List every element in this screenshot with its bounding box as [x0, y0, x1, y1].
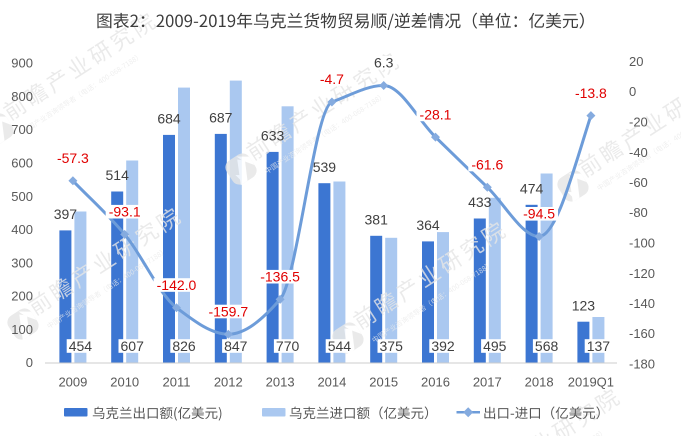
svg-text:-160: -160	[629, 326, 655, 341]
svg-text:-140: -140	[629, 296, 655, 311]
svg-text:400: 400	[11, 222, 33, 237]
svg-text:364: 364	[416, 217, 440, 233]
svg-text:454: 454	[69, 338, 93, 354]
svg-text:-20: -20	[629, 115, 648, 130]
svg-text:2010: 2010	[110, 374, 139, 389]
svg-text:-28.1: -28.1	[420, 106, 452, 122]
svg-text:568: 568	[535, 338, 559, 354]
svg-text:687: 687	[209, 110, 233, 126]
svg-text:200: 200	[11, 289, 33, 304]
svg-text:-142.0: -142.0	[157, 277, 197, 293]
svg-text:392: 392	[431, 338, 455, 354]
svg-text:2009: 2009	[58, 374, 87, 389]
svg-text:495: 495	[483, 338, 507, 354]
svg-text:-94.5: -94.5	[523, 206, 555, 222]
svg-text:-120: -120	[629, 266, 655, 281]
svg-text:684: 684	[157, 111, 181, 127]
svg-text:2019Q1: 2019Q1	[568, 374, 614, 389]
svg-text:514: 514	[106, 167, 130, 183]
svg-text:-60: -60	[629, 175, 648, 190]
svg-text:433: 433	[468, 194, 492, 210]
svg-text:20: 20	[629, 54, 643, 69]
svg-text:-93.1: -93.1	[109, 204, 141, 220]
svg-text:544: 544	[328, 338, 352, 354]
svg-text:381: 381	[365, 212, 389, 228]
svg-text:397: 397	[54, 206, 78, 222]
svg-text:-57.3: -57.3	[57, 150, 89, 166]
svg-text:2011: 2011	[163, 374, 191, 389]
svg-text:900: 900	[11, 56, 33, 71]
svg-text:2015: 2015	[369, 374, 398, 389]
svg-text:539: 539	[313, 159, 337, 175]
svg-text:2017: 2017	[473, 374, 502, 389]
svg-text:2014: 2014	[317, 374, 346, 389]
svg-text:-159.7: -159.7	[208, 303, 248, 319]
svg-text:2013: 2013	[266, 374, 295, 389]
svg-text:-100: -100	[629, 236, 655, 251]
svg-text:-40: -40	[629, 145, 648, 160]
svg-text:500: 500	[11, 189, 33, 204]
svg-text:2016: 2016	[421, 374, 450, 389]
svg-text:375: 375	[380, 338, 404, 354]
svg-text:800: 800	[11, 89, 33, 104]
svg-text:137: 137	[587, 338, 611, 354]
svg-text:300: 300	[11, 255, 33, 270]
svg-text:607: 607	[121, 338, 145, 354]
svg-text:6.3: 6.3	[374, 55, 394, 71]
svg-text:2018: 2018	[525, 374, 554, 389]
svg-text:633: 633	[261, 128, 285, 144]
svg-text:474: 474	[520, 181, 544, 197]
svg-text:-80: -80	[629, 205, 648, 220]
svg-text:0: 0	[629, 84, 636, 99]
svg-text:-180: -180	[629, 357, 655, 372]
svg-text:123: 123	[572, 297, 596, 313]
svg-text:-136.5: -136.5	[260, 269, 300, 285]
svg-text:-61.6: -61.6	[471, 156, 503, 172]
svg-text:770: 770	[276, 338, 300, 354]
svg-text:-13.8: -13.8	[575, 85, 607, 101]
svg-text:0: 0	[26, 355, 33, 370]
svg-text:847: 847	[224, 338, 248, 354]
svg-text:2012: 2012	[214, 374, 243, 389]
svg-text:826: 826	[172, 338, 196, 354]
svg-text:100: 100	[11, 322, 33, 337]
svg-text:600: 600	[11, 156, 33, 171]
svg-text:-4.7: -4.7	[320, 71, 344, 87]
svg-text:700: 700	[11, 122, 33, 137]
